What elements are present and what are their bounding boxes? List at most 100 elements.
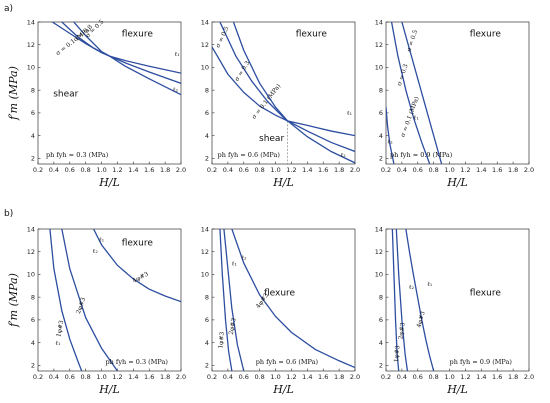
- x-tick-label: 0.6: [413, 373, 423, 381]
- x-tick-label: 1.6: [144, 373, 154, 381]
- x-tick-label: 1.8: [334, 373, 344, 381]
- x-tick-label: 1.0: [270, 373, 280, 381]
- x-tick-label: 0.6: [65, 166, 75, 174]
- y-axis-label: f′m (MPa): [7, 273, 20, 328]
- y-tick-label: 10: [375, 271, 383, 279]
- x-tick-label: 2.0: [524, 373, 534, 381]
- series-line: [212, 46, 355, 137]
- y-tick-label: 14: [201, 225, 209, 233]
- x-tick-label: 1.8: [160, 166, 170, 174]
- region-label: flexure: [264, 289, 296, 299]
- x-tick-label: 1.6: [492, 373, 502, 381]
- x-tick-label: 2.0: [176, 373, 186, 381]
- x-tick-label: 0.4: [397, 166, 407, 174]
- y-tick-label: 6: [379, 316, 383, 324]
- y-axis-label: f′m (MPa): [7, 66, 20, 121]
- x-tick-label: 1.0: [444, 373, 454, 381]
- series-label: σ = 0.3: [396, 63, 410, 87]
- x-tick-label: 1.0: [96, 373, 106, 381]
- y-tick-label: 12: [201, 248, 209, 256]
- y-tick-label: 6: [31, 316, 35, 324]
- curve-mark: ℓ₂: [241, 255, 247, 262]
- plot-frame: [385, 228, 530, 372]
- x-axis-label: H/L: [98, 383, 120, 396]
- series-line: [395, 229, 409, 371]
- series-line: [219, 229, 233, 371]
- series-line: [401, 22, 443, 164]
- region-label: shear: [259, 134, 284, 144]
- y-tick-label: 4: [31, 132, 35, 140]
- x-tick-label: 1.0: [444, 166, 454, 174]
- y-tick-label: 12: [27, 41, 35, 49]
- x-tick-label: 1.4: [302, 166, 312, 174]
- y-tick-label: 14: [375, 18, 383, 26]
- plot-frame: [211, 228, 356, 372]
- y-tick-label: 10: [27, 64, 35, 72]
- panel-annotation: ph fyh = 0.9 (MPa): [450, 358, 513, 366]
- x-tick-label: 1.2: [112, 373, 122, 381]
- x-axis-label: H/L: [446, 383, 468, 396]
- region-label: flexure: [470, 29, 502, 39]
- panel-annotation: ph fyh = 0.3 (MPa): [46, 151, 109, 159]
- x-tick-label: 0.2: [381, 166, 391, 174]
- x-tick-label: 1.2: [460, 373, 470, 381]
- x-tick-label: 0.4: [223, 166, 233, 174]
- y-tick-label: 12: [375, 41, 383, 49]
- x-tick-label: 1.4: [128, 166, 138, 174]
- plot-frame: [385, 21, 530, 165]
- series-line: [73, 22, 181, 96]
- x-tick-label: 0.6: [413, 166, 423, 174]
- x-tick-label: 0.4: [49, 166, 59, 174]
- region-label: flexure: [296, 29, 328, 39]
- plot-frame: [211, 21, 356, 165]
- plot-frame: [37, 228, 182, 372]
- curve-mark: ℓ₂: [409, 284, 415, 291]
- x-tick-label: 0.4: [223, 373, 233, 381]
- series-line: [93, 229, 181, 303]
- series-line: [232, 22, 355, 164]
- y-tick-label: 10: [375, 64, 383, 72]
- panels: 0.2 0.4 0.6 0.8 1.0 1.2 1.4 1.6 1.8 2.0 2 4 6 8 10 12 14…: [7, 18, 534, 396]
- x-tick-label: 0.6: [239, 166, 249, 174]
- panel-annotation: ph fyh = 0.3 (MPa): [106, 358, 169, 366]
- y-tick-label: 2: [31, 155, 35, 163]
- series-label: 2φ#3: [397, 322, 406, 340]
- x-tick-label: 1.2: [286, 373, 296, 381]
- x-tick-label: 0.2: [207, 166, 217, 174]
- series-line: [49, 229, 83, 371]
- y-tick-label: 10: [201, 271, 209, 279]
- y-tick-label: 8: [205, 86, 209, 94]
- y-tick-label: 8: [31, 86, 35, 94]
- x-tick-label: 1.8: [334, 166, 344, 174]
- y-tick-label: 14: [201, 18, 209, 26]
- y-tick-label: 4: [205, 132, 209, 140]
- region-label: flexure: [122, 29, 154, 39]
- y-tick-label: 10: [201, 64, 209, 72]
- x-tick-label: 0.8: [254, 373, 264, 381]
- x-axis-label: H/L: [272, 176, 294, 189]
- series-label: 2φ#3: [75, 296, 87, 314]
- series-line: [61, 229, 118, 371]
- x-tick-label: 0.6: [239, 373, 249, 381]
- x-tick-label: 0.8: [80, 166, 90, 174]
- x-tick-label: 0.2: [207, 373, 217, 381]
- series-label: 4φ#3: [131, 271, 149, 285]
- x-tick-label: 2.0: [350, 166, 360, 174]
- curve-mark: ℓ₂: [387, 139, 393, 146]
- row-label-b: b): [4, 209, 13, 219]
- curve-mark: ℓ₁: [55, 340, 60, 347]
- x-tick-label: 0.2: [33, 166, 43, 174]
- series-line: [391, 229, 400, 371]
- x-tick-label: 1.4: [302, 373, 312, 381]
- x-tick-label: 0.4: [49, 373, 59, 381]
- x-tick-label: 1.2: [286, 166, 296, 174]
- y-tick-label: 4: [379, 132, 383, 140]
- panel-annotation: ph fyh = 0.6 (MPa): [218, 151, 281, 159]
- curve-mark: ℓ₂: [93, 248, 99, 255]
- x-tick-label: 1.2: [112, 166, 122, 174]
- series-label: 2φ#3: [228, 317, 238, 335]
- plot-frame: [37, 21, 182, 165]
- x-tick-label: 1.8: [160, 373, 170, 381]
- x-tick-label: 0.4: [397, 373, 407, 381]
- y-tick-label: 14: [27, 225, 35, 233]
